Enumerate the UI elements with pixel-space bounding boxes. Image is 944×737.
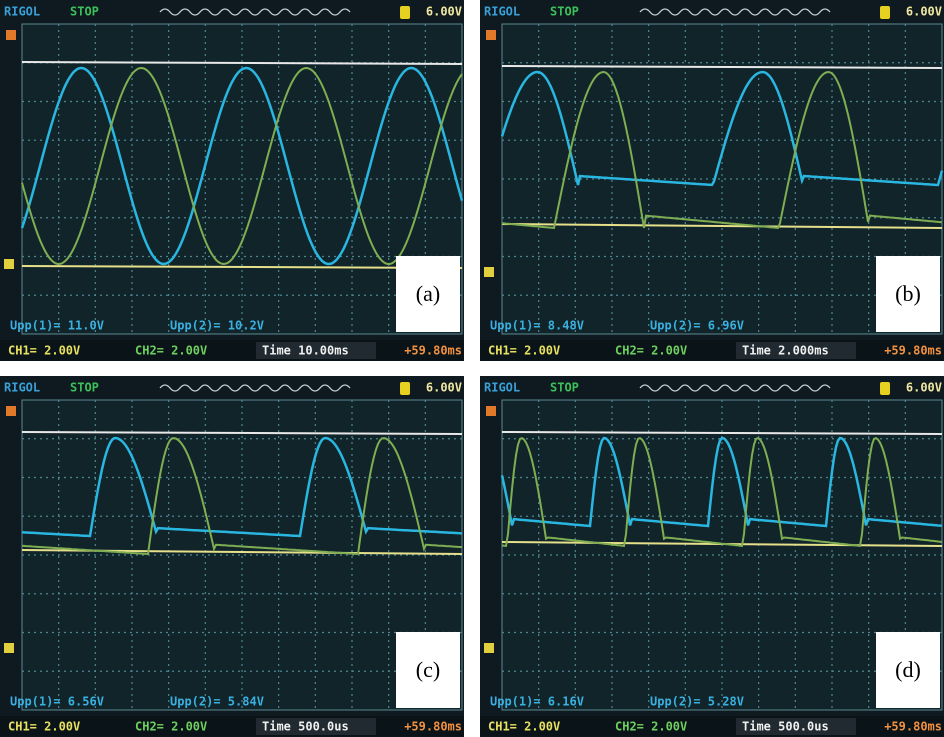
- trigger-level: 6.00V: [906, 381, 942, 395]
- ch1-scale: CH1= 2.00V: [488, 344, 560, 358]
- upp2: Upp(2)= 10.2V: [170, 319, 264, 333]
- ch1-scale: CH1= 2.00V: [8, 344, 80, 358]
- time-offset: +59.80ms: [884, 720, 942, 734]
- upp1: Upp(1)= 6.56V: [10, 695, 104, 709]
- trigger-level: 6.00V: [906, 5, 942, 19]
- trig-icon: [400, 382, 410, 395]
- brand: RIGOL: [4, 5, 40, 19]
- ch1-scale: CH1= 2.00V: [8, 720, 80, 734]
- brand: RIGOL: [4, 381, 40, 395]
- oscilloscope-figure: RIGOL STOP 6.00V (a) Upp(1)= 11.0V Upp(2)= 10…: [0, 0, 944, 737]
- trig-icon: [880, 6, 890, 19]
- scope-panel: RIGOL STOP 6.00V (b) Upp(1)= 8.48V Upp(2)= 6.…: [480, 0, 944, 361]
- marker-1: [484, 643, 494, 653]
- time-scale: Time 500.0us: [262, 720, 349, 734]
- time-scale: Time 500.0us: [742, 720, 829, 734]
- panel-label: (d): [895, 657, 921, 682]
- upp2: Upp(2)= 5.84V: [170, 695, 264, 709]
- panel-label: (a): [416, 281, 440, 306]
- ch2-scale: CH2= 2.00V: [135, 720, 207, 734]
- ch2-scale: CH2= 2.00V: [135, 344, 207, 358]
- time-offset: +59.80ms: [404, 344, 462, 358]
- ch1-scale: CH1= 2.00V: [488, 720, 560, 734]
- upp1: Upp(1)= 11.0V: [10, 319, 104, 333]
- time-scale: Time 2.000ms: [742, 344, 829, 358]
- panel-label: (b): [895, 281, 921, 306]
- brand: RIGOL: [484, 5, 520, 19]
- marker-t: [486, 30, 496, 40]
- ch2-scale: CH2= 2.00V: [615, 720, 687, 734]
- panel-label: (c): [416, 657, 440, 682]
- upp2: Upp(2)= 5.28V: [650, 695, 744, 709]
- marker-t: [486, 406, 496, 416]
- status: STOP: [70, 381, 99, 395]
- trigger-level: 6.00V: [426, 381, 462, 395]
- upp1: Upp(1)= 8.48V: [490, 319, 584, 333]
- status: STOP: [550, 5, 579, 19]
- time-scale: Time 10.00ms: [262, 344, 349, 358]
- time-offset: +59.80ms: [404, 720, 462, 734]
- scope-panel: RIGOL STOP 6.00V (a) Upp(1)= 11.0V Upp(2)= 10…: [0, 0, 464, 361]
- brand: RIGOL: [484, 381, 520, 395]
- marker-t: [6, 30, 16, 40]
- time-offset: +59.80ms: [884, 344, 942, 358]
- marker-1: [4, 643, 14, 653]
- trig-icon: [880, 382, 890, 395]
- scope-panel: RIGOL STOP 6.00V (c) Upp(1)= 6.56V Upp(2)= 5.…: [0, 376, 464, 737]
- trigger-level: 6.00V: [426, 5, 462, 19]
- upp2: Upp(2)= 6.96V: [650, 319, 744, 333]
- ch2-scale: CH2= 2.00V: [615, 344, 687, 358]
- status: STOP: [70, 5, 99, 19]
- status: STOP: [550, 381, 579, 395]
- scope-panel: RIGOL STOP 6.00V (d) Upp(1)= 6.16V Upp(2)= 5.…: [480, 376, 944, 737]
- marker-1: [484, 267, 494, 277]
- trig-icon: [400, 6, 410, 19]
- upp1: Upp(1)= 6.16V: [490, 695, 584, 709]
- marker-1: [4, 259, 14, 269]
- marker-t: [6, 406, 16, 416]
